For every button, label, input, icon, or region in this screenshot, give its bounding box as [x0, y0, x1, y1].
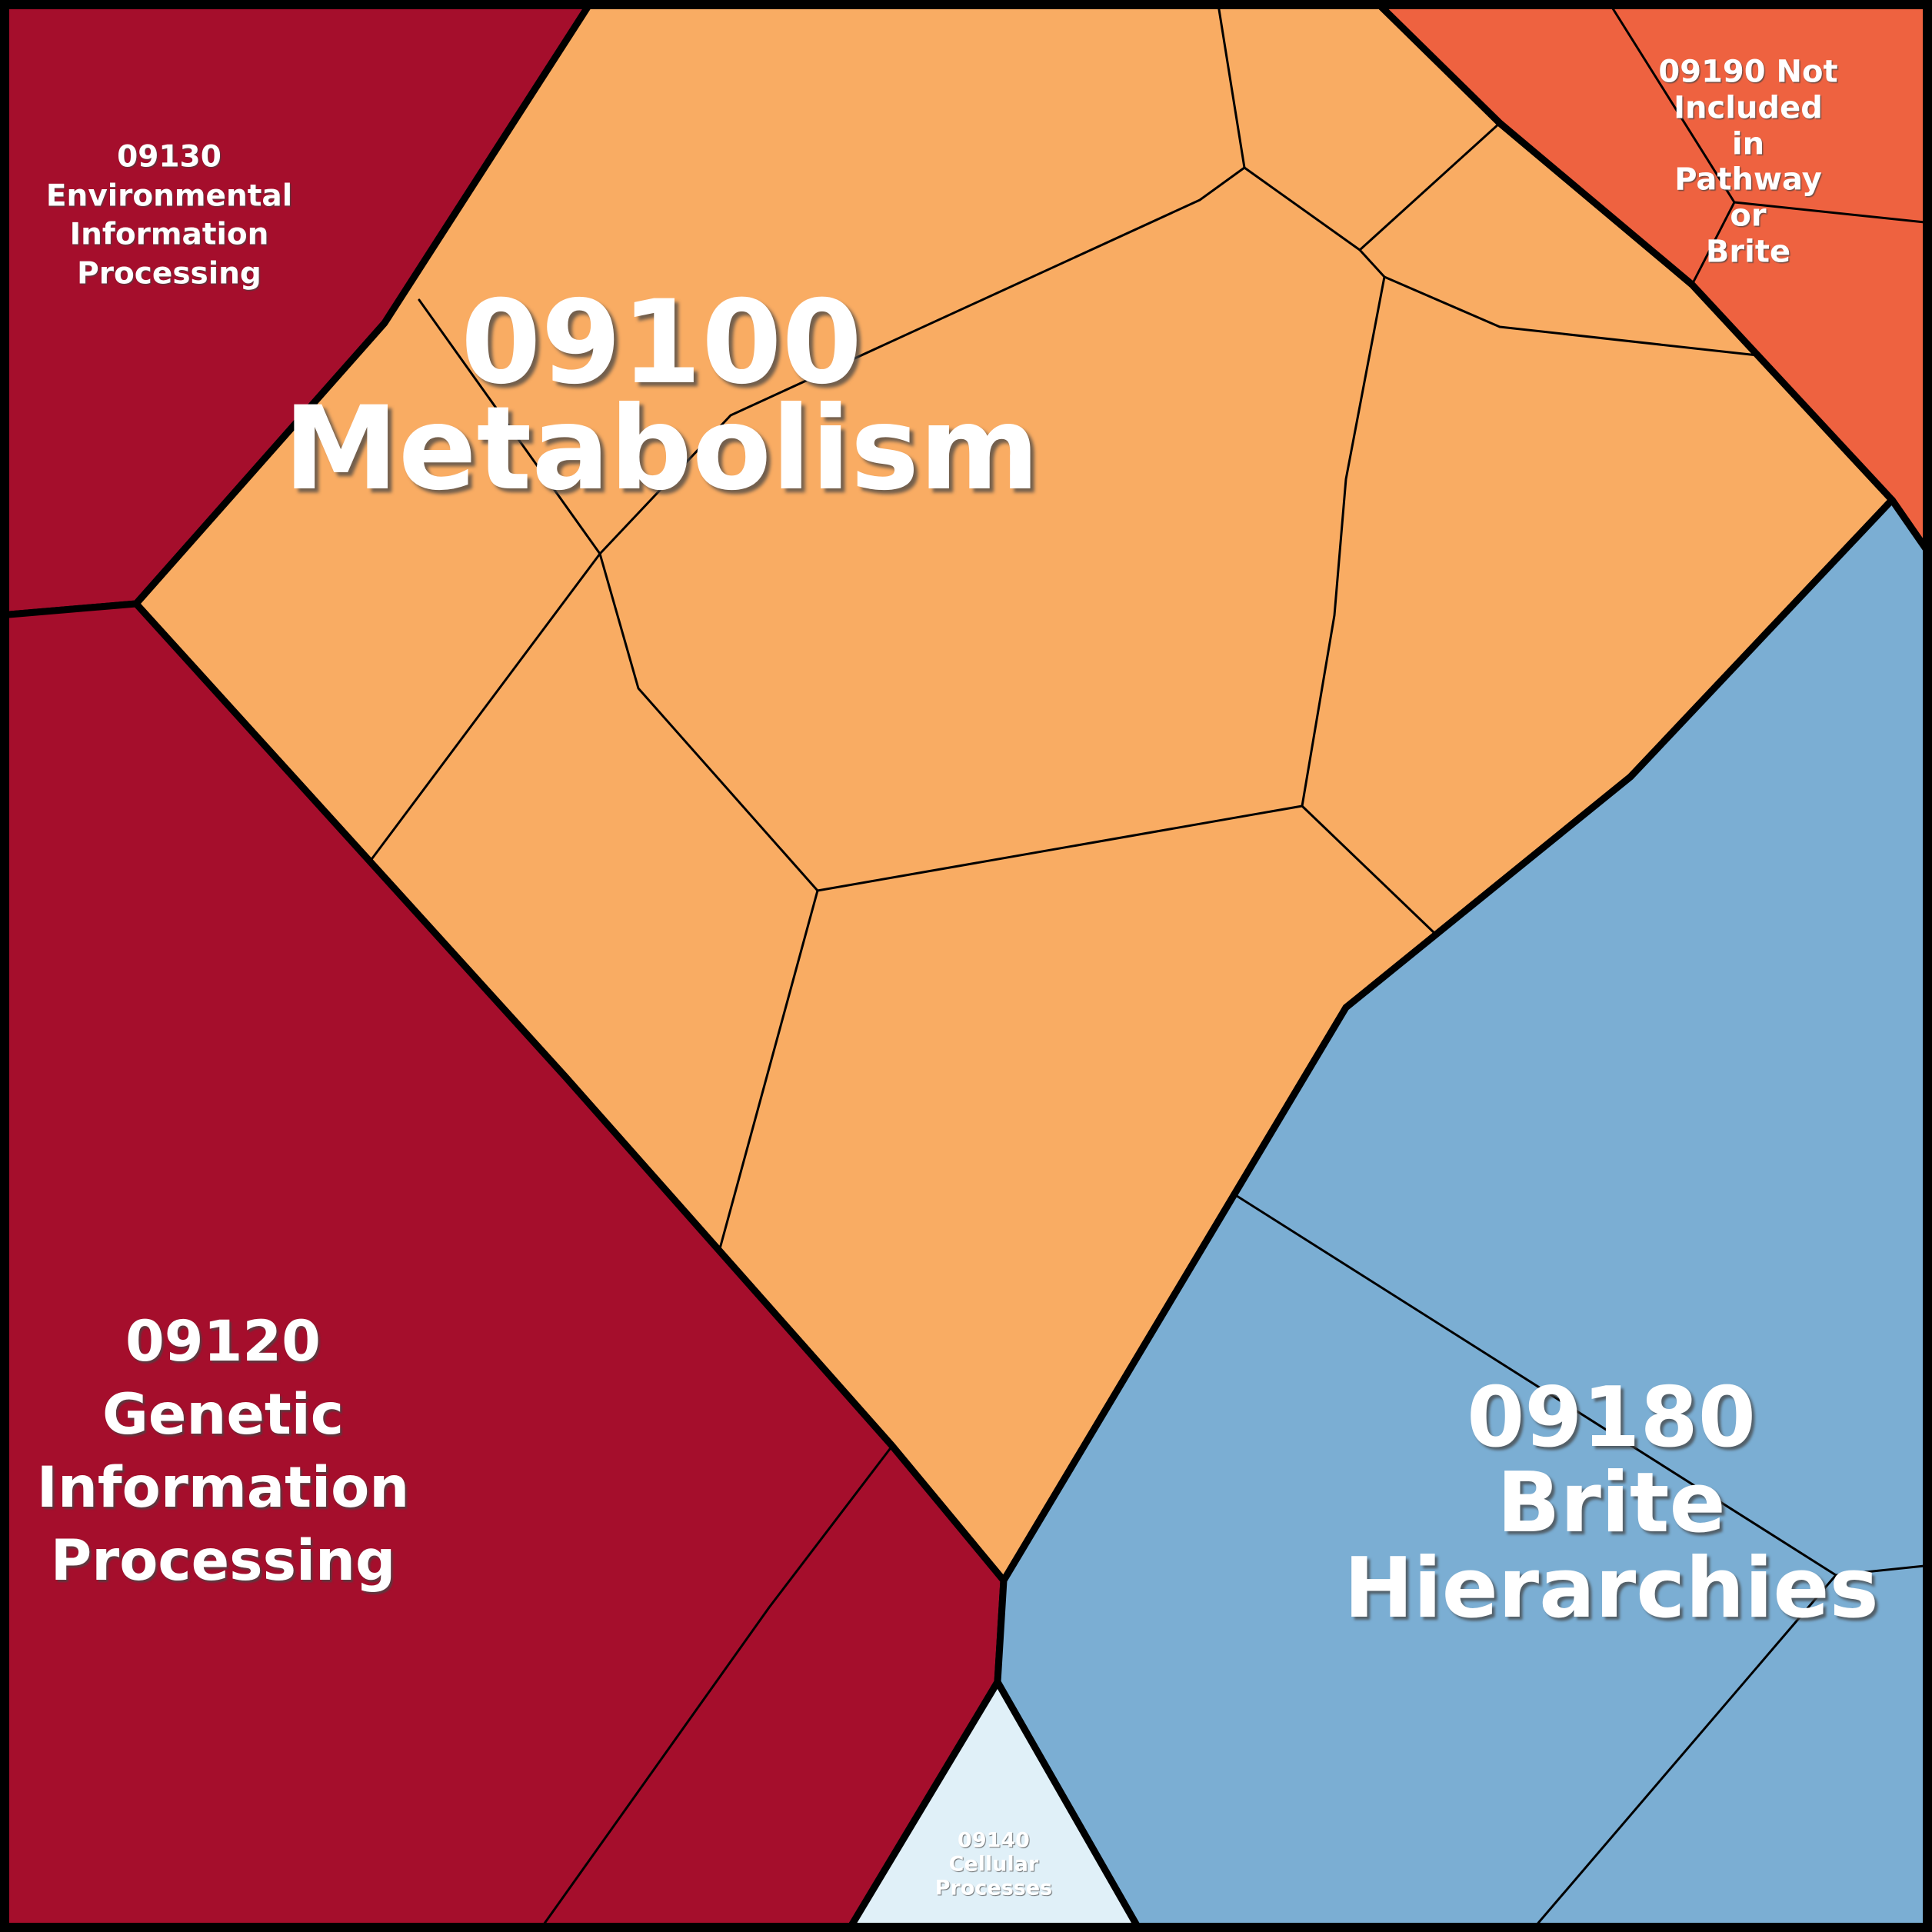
metabolism-subcell-lines [368, 0, 1759, 1253]
brite-subcell-lines [1233, 1193, 1932, 1932]
region-cellular-processes[interactable] [844, 1678, 1144, 1932]
genetic-subcell-lines [537, 1444, 894, 1932]
not-included-subcell-lines [1606, 0, 1932, 286]
region-brite-hierarchies[interactable] [994, 496, 1932, 1932]
